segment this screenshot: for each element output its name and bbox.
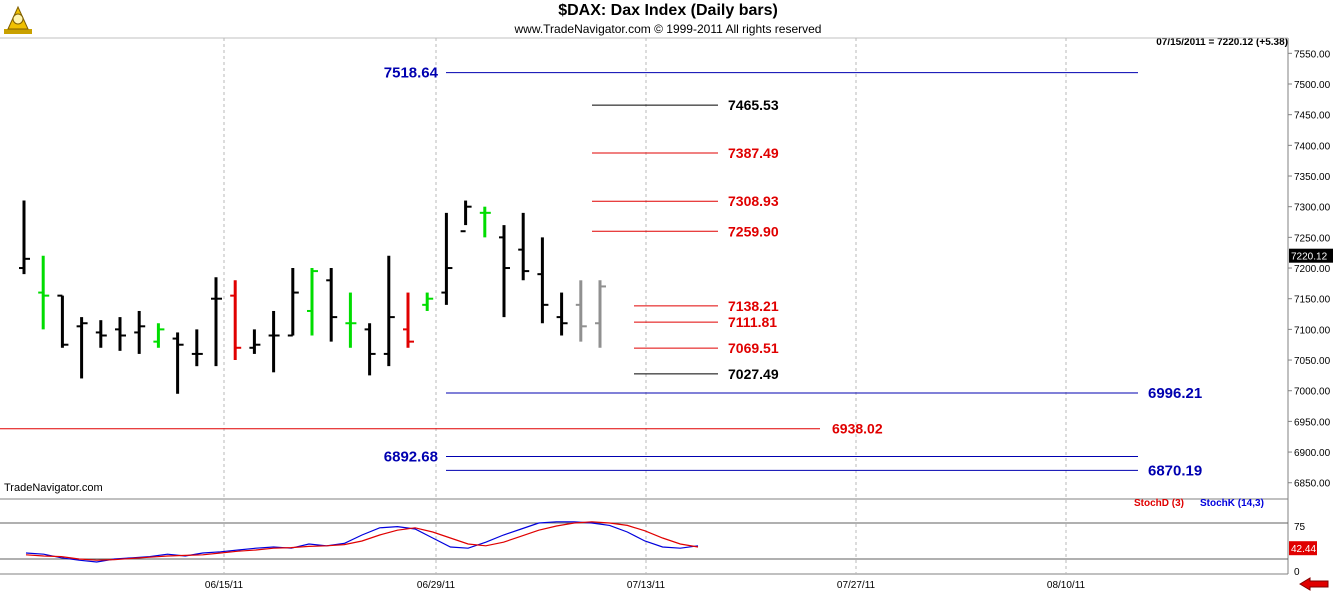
ohlc-bar	[518, 212, 530, 281]
level-label: 7069.51	[728, 340, 779, 356]
ohlc-bar	[364, 323, 376, 376]
legend-stochk: StochK (14,3)	[1200, 498, 1264, 509]
ohlc-bar	[422, 292, 434, 311]
ohlc-bar	[249, 329, 261, 354]
ohlc-bar	[595, 280, 606, 348]
ohlc-bar	[383, 255, 395, 367]
price-tick-label: 7000.00	[1294, 387, 1331, 398]
level-label: 7259.90	[728, 223, 779, 239]
ohlc-bar	[403, 292, 414, 348]
ohlc-bar	[575, 280, 587, 342]
scroll-left-arrow-icon[interactable]	[1299, 577, 1329, 591]
stoch-tick-label: 75	[1294, 522, 1306, 533]
price-tick-label: 7100.00	[1294, 325, 1331, 336]
ohlc-bar	[287, 268, 299, 337]
ohlc-bar	[345, 292, 357, 348]
price-tick-label: 6900.00	[1294, 448, 1331, 459]
ohlc-bar	[19, 200, 30, 275]
level-label: 6892.68	[384, 449, 438, 466]
price-tick-label: 7300.00	[1294, 203, 1331, 214]
ohlc-bar	[191, 329, 203, 367]
date-tick-label: 08/10/11	[1047, 580, 1086, 591]
ohlc-bar	[230, 280, 242, 361]
ohlc-bar	[441, 212, 453, 305]
legend-stochd: StochD (3)	[1134, 498, 1184, 509]
ohlc-bar	[172, 332, 184, 394]
stoch-k-line	[25, 521, 699, 563]
ohlc-bar	[153, 323, 165, 348]
level-label: 7308.93	[728, 193, 779, 209]
last-price-readout: 07/15/2011 = 7220.12 (+5.38)	[1156, 37, 1288, 48]
level-label: 7518.64	[384, 65, 439, 82]
level-label: 6996.21	[1148, 385, 1202, 402]
ohlc-bar	[499, 225, 510, 318]
stoch-value-label: 42.44	[1291, 544, 1316, 555]
price-tick-label: 7500.00	[1294, 80, 1331, 91]
level-label: 7111.81	[728, 314, 777, 330]
level-label: 7138.21	[728, 298, 779, 314]
tradenavigator-logo-icon[interactable]	[2, 3, 34, 35]
stoch-tick-label: 0	[1294, 567, 1300, 578]
ohlc-bar	[38, 255, 50, 330]
last-price-label: 7220.12	[1291, 252, 1328, 263]
ohlc-bar	[479, 206, 491, 238]
last-price-tag	[1289, 248, 1333, 263]
price-tick-label: 7350.00	[1294, 172, 1331, 183]
date-tick-label: 06/29/11	[417, 580, 456, 591]
ohlc-bar	[326, 268, 338, 342]
watermark-text: TradeNavigator.com	[4, 482, 103, 494]
level-label: 7387.49	[728, 145, 779, 161]
ohlc-bar	[556, 292, 568, 336]
ohlc-bar	[537, 237, 549, 324]
level-label: 7027.49	[728, 366, 779, 382]
ohlc-bar	[460, 200, 472, 233]
ohlc-bar	[211, 277, 222, 367]
ohlc-bar	[115, 317, 126, 351]
price-tick-label: 7450.00	[1294, 111, 1331, 122]
date-tick-label: 06/15/11	[205, 580, 244, 591]
price-tick-label: 7150.00	[1294, 295, 1331, 306]
price-tick-label: 7250.00	[1294, 233, 1331, 244]
ohlc-bar	[57, 294, 69, 348]
level-label: 6938.02	[832, 421, 883, 437]
date-tick-label: 07/27/11	[837, 580, 876, 591]
price-tick-label: 6850.00	[1294, 479, 1331, 490]
level-label: 6870.19	[1148, 462, 1202, 479]
price-tick-label: 6950.00	[1294, 417, 1331, 428]
ohlc-bar	[268, 310, 280, 373]
ohlc-bar	[134, 310, 146, 354]
ohlc-bar	[307, 268, 318, 336]
chart-title: $DAX: Dax Index (Daily bars)	[558, 2, 778, 19]
price-tick-label: 7200.00	[1294, 264, 1331, 275]
price-tick-label: 7550.00	[1294, 49, 1331, 60]
price-tick-label: 7050.00	[1294, 356, 1331, 367]
stoch-value-tag	[1289, 541, 1317, 556]
level-label: 7465.53	[728, 97, 779, 113]
ohlc-bar	[76, 317, 88, 379]
stoch-d-line	[25, 521, 699, 561]
copyright-subtitle: www.TradeNavigator.com © 1999-2011 All r…	[514, 22, 822, 36]
price-tick-label: 7400.00	[1294, 141, 1331, 152]
date-tick-label: 07/13/11	[627, 580, 666, 591]
ohlc-bar	[95, 320, 107, 348]
